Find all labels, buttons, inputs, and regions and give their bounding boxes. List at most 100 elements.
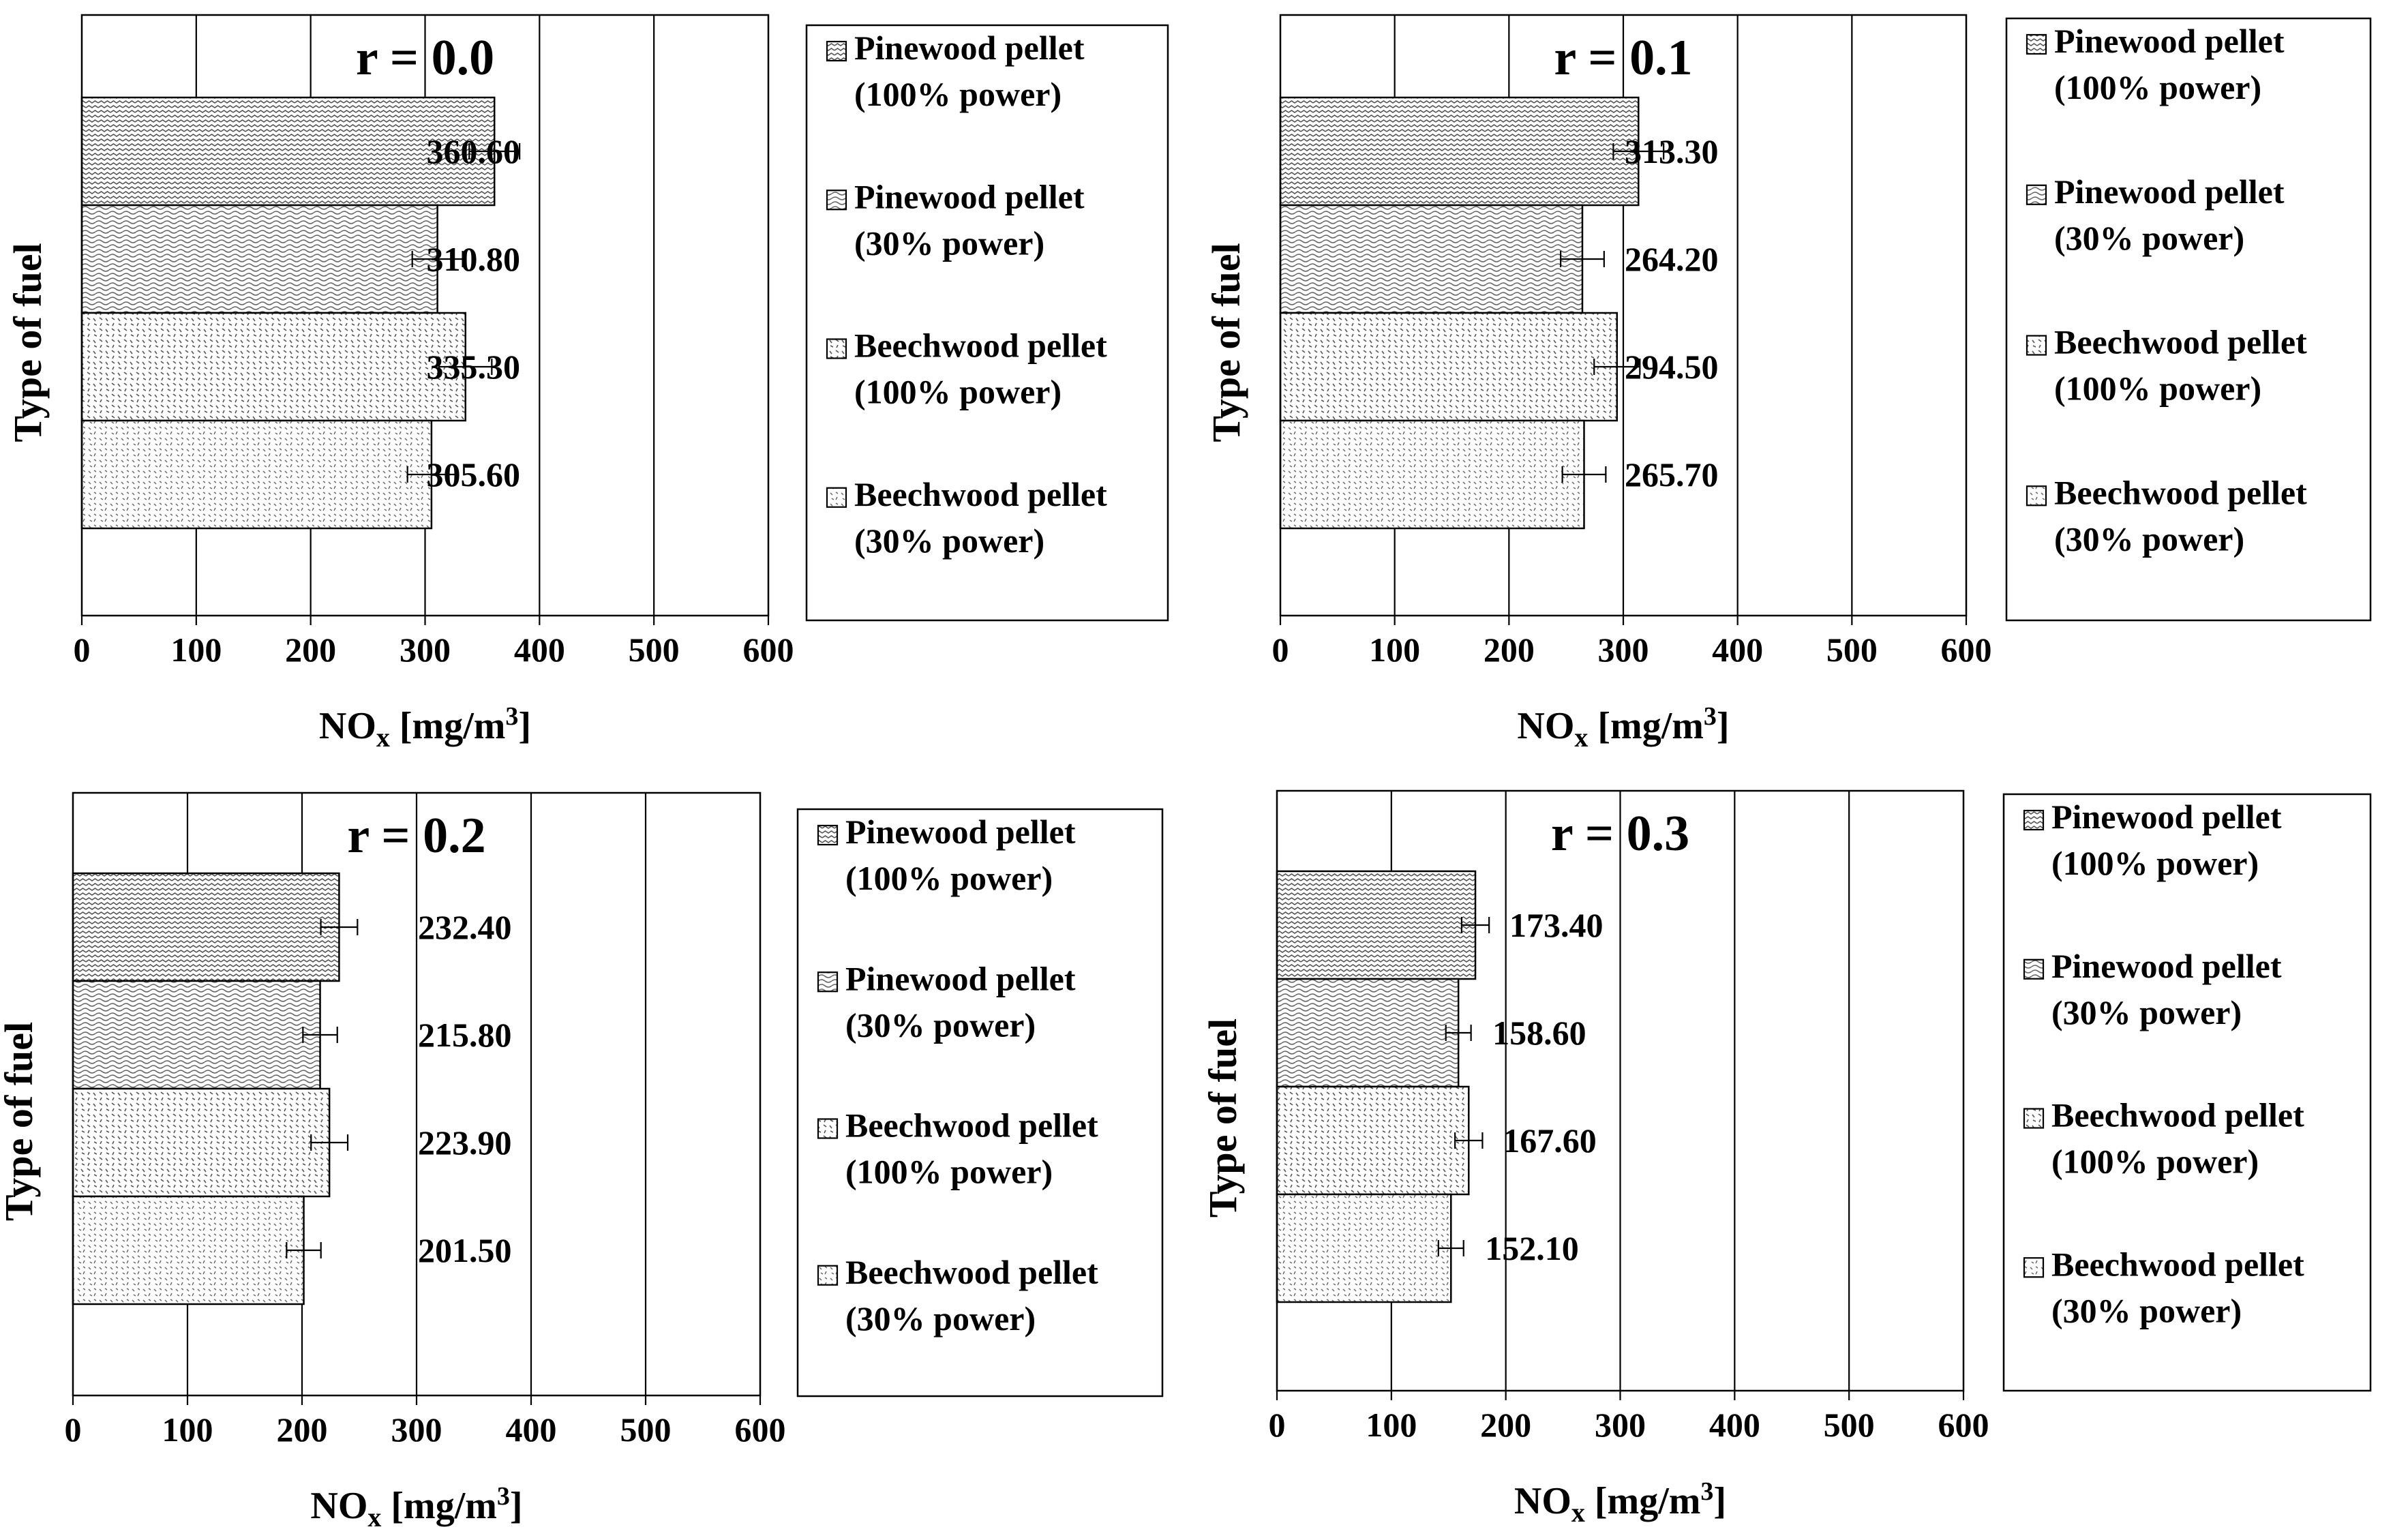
x-axis-label: NOx [mg/m3] bbox=[1517, 702, 1729, 753]
legend-label: Beechwood pellet bbox=[2054, 473, 2307, 511]
x-tick-label: 0 bbox=[74, 631, 91, 669]
bar bbox=[80, 204, 438, 314]
x-tick-label: 400 bbox=[1709, 1406, 1760, 1444]
x-tick-label: 500 bbox=[620, 1410, 672, 1449]
legend-sublabel: (30% power) bbox=[854, 224, 1044, 262]
data-label: 264.20 bbox=[1625, 240, 1719, 278]
legend-sublabel: (30% power) bbox=[2054, 519, 2244, 558]
legend-sublabel: (100% power) bbox=[854, 373, 1062, 411]
x-tick-label: 200 bbox=[285, 631, 336, 669]
chart-panel-3: 173.40 158.60 167.60 152.10 0 100 200 300 400 500… bbox=[1201, 789, 2372, 1528]
legend-sublabel: (100% power) bbox=[2051, 1143, 2259, 1181]
bar bbox=[72, 1195, 305, 1305]
x-tick-label: 200 bbox=[277, 1410, 328, 1449]
x-axis-label: NOx [mg/m3] bbox=[319, 702, 531, 753]
data-label: 158.60 bbox=[1492, 1014, 1586, 1052]
legend-label: Pinewood pellet bbox=[2051, 947, 2282, 985]
legend-label: Pinewood pellet bbox=[854, 29, 1085, 67]
legend-label: Pinewood pellet bbox=[845, 959, 1076, 997]
legend-sublabel: (100% power) bbox=[845, 1153, 1053, 1191]
bar bbox=[1279, 312, 1619, 422]
legend-label: Beechwood pellet bbox=[2054, 323, 2307, 361]
x-tick-label: 100 bbox=[1366, 1406, 1417, 1444]
legend-box bbox=[805, 24, 1169, 622]
bar bbox=[72, 1087, 331, 1198]
data-label: 294.50 bbox=[1625, 348, 1719, 386]
legend-sublabel: (100% power) bbox=[845, 859, 1053, 897]
x-tick-label: 600 bbox=[1941, 631, 1992, 669]
bar bbox=[80, 312, 466, 422]
chart-panel-2: 232.40 215.80 223.90 201.50 0 100 200 300 400 500… bbox=[0, 791, 1164, 1533]
x-tick-label: 500 bbox=[629, 631, 680, 669]
legend-swatch bbox=[2026, 335, 2047, 356]
legend-swatch bbox=[817, 824, 839, 846]
legend-swatch bbox=[2026, 485, 2047, 507]
legend-swatch bbox=[826, 190, 847, 211]
legend-label: Beechwood pellet bbox=[2051, 1096, 2304, 1134]
x-tick-label: 600 bbox=[1938, 1406, 1989, 1444]
data-label: 152.10 bbox=[1485, 1229, 1579, 1267]
x-tick-label: 600 bbox=[743, 631, 794, 669]
legend-swatch bbox=[817, 1265, 839, 1286]
legend-label: Pinewood pellet bbox=[845, 813, 1076, 851]
legend-label: Pinewood pellet bbox=[2051, 798, 2282, 836]
data-label: 215.80 bbox=[418, 1016, 512, 1054]
x-axis-label: NOx [mg/m3] bbox=[310, 1482, 522, 1533]
legend-box bbox=[2005, 17, 2372, 622]
legend-sublabel: (30% power) bbox=[2051, 993, 2242, 1031]
legend-swatch bbox=[817, 971, 839, 993]
data-label: 223.90 bbox=[418, 1123, 512, 1162]
legend-swatch bbox=[817, 1118, 839, 1139]
legend-sublabel: (30% power) bbox=[845, 1006, 1036, 1044]
data-label: 265.70 bbox=[1625, 455, 1719, 494]
legend-swatch bbox=[2023, 809, 2045, 831]
y-axis-label: Type of fuel bbox=[5, 243, 50, 442]
bar bbox=[72, 980, 321, 1090]
legend-sublabel: (30% power) bbox=[2054, 219, 2244, 257]
legend-sublabel: (30% power) bbox=[845, 1299, 1036, 1338]
chart-title: r = 0.3 bbox=[1551, 806, 1689, 862]
x-tick-label: 0 bbox=[1269, 1406, 1286, 1444]
legend-box bbox=[2002, 793, 2372, 1392]
data-label: 313.30 bbox=[1625, 132, 1719, 170]
legend-swatch bbox=[826, 40, 847, 62]
data-label: 173.40 bbox=[1509, 906, 1604, 944]
x-tick-label: 200 bbox=[1484, 631, 1535, 669]
legend-swatch bbox=[2023, 1257, 2045, 1278]
x-tick-label: 300 bbox=[391, 1410, 442, 1449]
x-tick-label: 300 bbox=[400, 631, 451, 669]
data-label: 310.80 bbox=[427, 240, 521, 278]
legend-label: Beechwood pellet bbox=[845, 1106, 1098, 1145]
x-tick-label: 100 bbox=[1369, 631, 1420, 669]
x-tick-label: 600 bbox=[735, 1410, 786, 1449]
bar bbox=[80, 96, 496, 207]
legend-sublabel: (30% power) bbox=[854, 522, 1044, 560]
x-tick-label: 400 bbox=[514, 631, 565, 669]
x-tick-label: 400 bbox=[506, 1410, 557, 1449]
bar bbox=[1279, 204, 1584, 314]
chart-title: r = 0.0 bbox=[356, 30, 494, 86]
legend-swatch bbox=[2023, 1108, 2045, 1129]
x-tick-label: 0 bbox=[65, 1410, 82, 1449]
bar bbox=[72, 872, 340, 982]
legend-label: Beechwood pellet bbox=[2051, 1245, 2304, 1283]
data-label: 305.60 bbox=[427, 455, 521, 494]
legend-sublabel: (100% power) bbox=[854, 75, 1062, 113]
legend-label: Beechwood pellet bbox=[845, 1253, 1098, 1291]
bar bbox=[1279, 96, 1640, 207]
y-axis-label: Type of fuel bbox=[1201, 1018, 1245, 1218]
bar bbox=[1276, 1085, 1470, 1196]
y-axis-label: Type of fuel bbox=[1204, 243, 1248, 442]
x-tick-label: 100 bbox=[162, 1410, 213, 1449]
data-label: 167.60 bbox=[1503, 1121, 1597, 1160]
bar bbox=[1276, 870, 1477, 980]
x-tick-label: 400 bbox=[1712, 631, 1763, 669]
data-label: 360.60 bbox=[427, 132, 521, 170]
legend-swatch bbox=[2026, 184, 2047, 205]
x-tick-label: 300 bbox=[1595, 1406, 1646, 1444]
bar bbox=[80, 419, 433, 530]
legend-sublabel: (30% power) bbox=[2051, 1291, 2242, 1329]
legend-label: Pinewood pellet bbox=[2054, 172, 2285, 211]
data-label: 232.40 bbox=[418, 908, 512, 946]
